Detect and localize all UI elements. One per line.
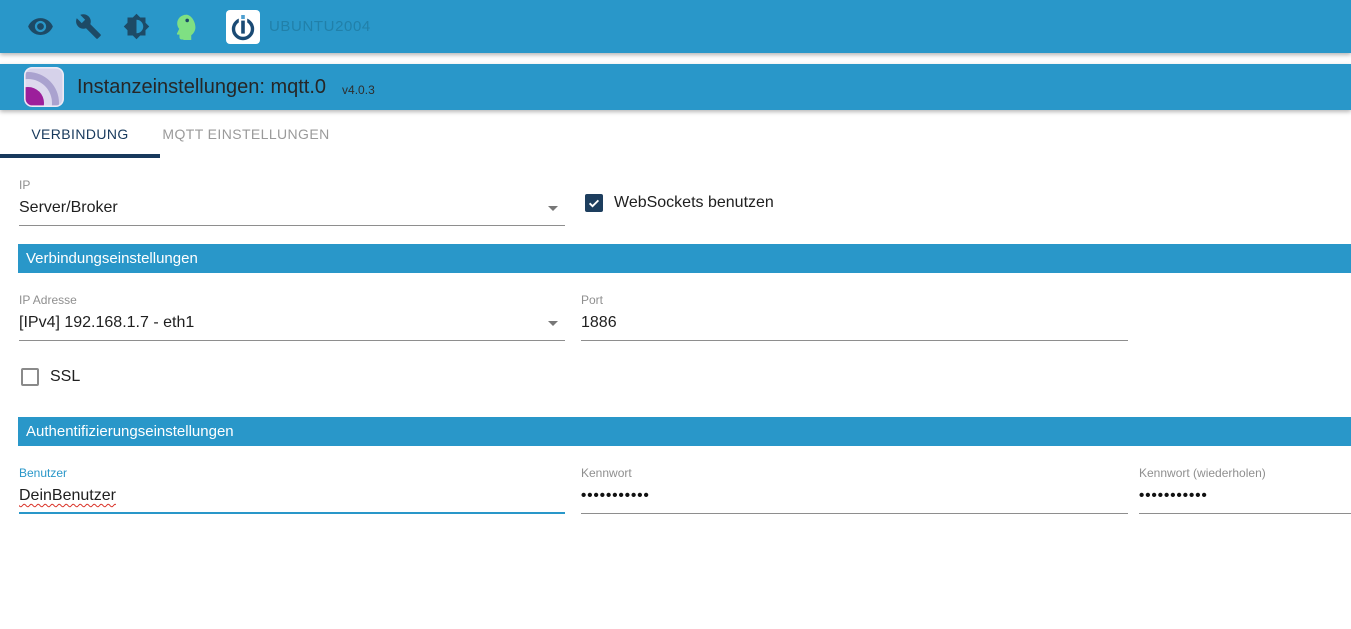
- tab-verbindung[interactable]: VERBINDUNG: [31, 126, 129, 142]
- version-label: v4.0.3: [342, 82, 375, 97]
- brightness-icon[interactable]: [123, 13, 150, 40]
- password-repeat-value: •••••••••••: [1139, 487, 1208, 504]
- password-field: Kennwort •••••••••••: [581, 466, 1128, 514]
- websockets-checkbox[interactable]: [585, 194, 603, 212]
- chevron-down-icon: [548, 206, 558, 211]
- ip-select-field: IP Server/Broker: [19, 178, 565, 226]
- password-repeat-field: Kennwort (wiederholen) •••••••••••: [1139, 466, 1351, 514]
- ip-address-field: IP Adresse [IPv4] 192.168.1.7 - eth1: [19, 293, 565, 341]
- chevron-down-icon: [548, 321, 558, 326]
- tab-bar: VERBINDUNG MQTT EINSTELLUNGEN: [0, 110, 1351, 158]
- active-tab-indicator: [0, 154, 160, 158]
- user-input[interactable]: DeinBenutzer: [19, 487, 565, 514]
- password-value: •••••••••••: [581, 487, 650, 504]
- iobroker-logo[interactable]: [226, 9, 260, 44]
- ip-address-select[interactable]: [IPv4] 192.168.1.7 - eth1: [19, 314, 565, 341]
- page-title: Instanzeinstellungen: mqtt.0: [77, 75, 327, 98]
- settings-panel: IP Server/Broker WebSockets benutzen Ver…: [0, 158, 1351, 514]
- ssl-checkbox-row[interactable]: SSL: [21, 368, 1351, 386]
- user-field: Benutzer DeinBenutzer: [19, 466, 565, 514]
- ip-select[interactable]: Server/Broker: [19, 199, 565, 226]
- user-label: Benutzer: [19, 466, 68, 480]
- section-header-connection: Verbindungseinstellungen: [18, 244, 1351, 273]
- ip-label: IP: [19, 178, 31, 192]
- expert-mode-icon[interactable]: [171, 13, 198, 40]
- hostname-label: UBUNTU2004: [269, 18, 371, 35]
- bar-gap: [0, 53, 1351, 64]
- app-bar: UBUNTU2004: [0, 0, 1351, 53]
- ip-select-value: Server/Broker: [19, 199, 118, 216]
- adapter-icon-mqtt: [24, 67, 64, 107]
- visibility-icon[interactable]: [27, 13, 54, 40]
- port-input[interactable]: 1886: [581, 314, 1128, 341]
- port-label: Port: [581, 293, 604, 307]
- user-value: DeinBenutzer: [19, 487, 116, 504]
- ssl-checkbox[interactable]: [21, 368, 39, 386]
- password-input[interactable]: •••••••••••: [581, 487, 1128, 514]
- password-repeat-label: Kennwort (wiederholen): [1139, 466, 1266, 480]
- password-label: Kennwort: [581, 466, 632, 480]
- ip-address-label: IP Adresse: [19, 293, 77, 307]
- ssl-label: SSL: [50, 368, 81, 385]
- port-value: 1886: [581, 314, 617, 331]
- instance-settings-header: Instanzeinstellungen: mqtt.0 v4.0.3: [0, 64, 1351, 110]
- password-repeat-input[interactable]: •••••••••••: [1139, 487, 1351, 514]
- section-header-auth: Authentifizierungseinstellungen: [18, 417, 1351, 446]
- port-field: Port 1886: [581, 293, 1128, 341]
- wrench-icon[interactable]: [75, 13, 102, 40]
- websockets-label: WebSockets benutzen: [614, 194, 774, 211]
- websockets-checkbox-row[interactable]: WebSockets benutzen: [585, 194, 774, 212]
- tab-mqtt-einstellungen[interactable]: MQTT EINSTELLUNGEN: [162, 126, 330, 142]
- ip-address-value: [IPv4] 192.168.1.7 - eth1: [19, 314, 195, 331]
